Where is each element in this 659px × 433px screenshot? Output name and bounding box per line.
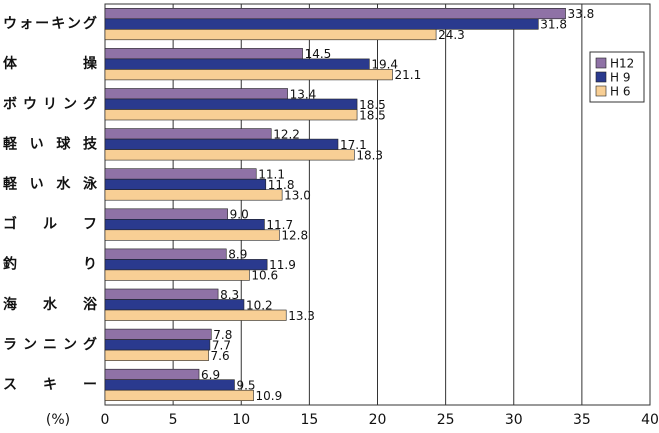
category-label: スキー — [3, 377, 97, 393]
bar — [104, 149, 355, 161]
bar — [104, 299, 245, 311]
category-label: 軽い水泳 — [3, 175, 98, 192]
value-label: 31.8 — [540, 18, 567, 32]
bar — [104, 389, 254, 402]
value-label: 8.3 — [220, 288, 239, 302]
bar — [104, 339, 211, 351]
x-tick-label: 0 — [101, 412, 110, 428]
legend-label: H 9 — [610, 71, 630, 85]
value-label: 13.4 — [290, 87, 317, 101]
bar — [104, 88, 288, 100]
bar — [104, 309, 287, 321]
value-label: 7.7 — [212, 338, 231, 352]
bar — [104, 8, 566, 20]
bar — [104, 189, 283, 201]
x-tick-label: 10 — [232, 412, 250, 428]
value-label: 13.0 — [284, 188, 311, 202]
value-label: 18.5 — [359, 98, 386, 112]
bar — [104, 328, 212, 340]
bar — [104, 168, 257, 180]
value-label: 18.3 — [356, 148, 383, 162]
bar — [104, 248, 227, 260]
category-label: 体操 — [3, 55, 98, 72]
value-label: 9.5 — [236, 378, 255, 392]
legend-swatch — [595, 85, 607, 97]
x-axis-label: (%) — [46, 412, 70, 428]
bar — [104, 18, 539, 30]
category-label: ランニング — [3, 336, 97, 353]
bar — [104, 98, 358, 110]
bar — [104, 109, 358, 121]
value-label: 11.9 — [269, 258, 296, 272]
bar — [104, 379, 235, 391]
value-label: 11.7 — [266, 218, 293, 232]
bar — [104, 58, 370, 70]
bar — [104, 128, 272, 140]
value-label: 7.6 — [211, 349, 230, 363]
bar — [104, 48, 303, 60]
category-label: ゴルフ — [3, 216, 97, 233]
x-tick-label: 40 — [641, 412, 659, 428]
bar — [104, 28, 437, 41]
bar — [104, 219, 265, 231]
value-label: 10.6 — [251, 269, 278, 283]
value-label: 10.2 — [246, 298, 273, 312]
value-label: 11.1 — [258, 167, 285, 181]
bar — [104, 259, 268, 271]
value-label: 14.5 — [305, 47, 332, 61]
value-label: 17.1 — [340, 138, 367, 152]
value-label: 21.1 — [394, 68, 421, 82]
x-tick-label: 35 — [573, 412, 591, 428]
legend-label: H12 — [610, 57, 634, 71]
value-label: 10.9 — [256, 389, 283, 403]
value-label: 11.8 — [268, 178, 295, 192]
x-tick-label: 25 — [437, 412, 455, 428]
x-tick-label: 30 — [505, 412, 523, 428]
bar — [104, 269, 250, 281]
x-tick-label: 5 — [169, 412, 178, 428]
value-label: 12.2 — [273, 127, 300, 141]
bar — [104, 208, 228, 220]
legend-swatch — [595, 57, 607, 69]
bar — [104, 368, 200, 381]
category-label: ボウリング — [3, 95, 97, 112]
value-label: 24.3 — [438, 28, 465, 42]
category-label: 海水浴 — [3, 296, 98, 313]
value-label: 9.0 — [230, 208, 249, 222]
value-label: 12.8 — [281, 229, 308, 243]
bar — [104, 349, 209, 361]
value-label: 18.5 — [359, 108, 386, 122]
bar — [104, 229, 280, 241]
value-label: 6.9 — [201, 368, 220, 382]
category-label: 軽い球技 — [3, 135, 98, 152]
value-label: 7.8 — [213, 328, 232, 342]
bar — [104, 69, 393, 81]
value-label: 19.4 — [371, 58, 398, 72]
value-label: 8.9 — [228, 248, 247, 262]
value-label: 13.3 — [288, 309, 315, 323]
legend-label: H 6 — [610, 85, 630, 99]
category-label: 釣り — [3, 256, 97, 273]
legend-swatch — [595, 71, 607, 83]
bar — [104, 178, 267, 190]
x-tick-label: 20 — [369, 412, 387, 428]
bar — [104, 288, 219, 300]
x-tick-label: 15 — [300, 412, 318, 428]
category-label: ウォーキング — [3, 15, 97, 32]
value-label: 33.8 — [568, 7, 595, 21]
bar — [104, 138, 339, 150]
